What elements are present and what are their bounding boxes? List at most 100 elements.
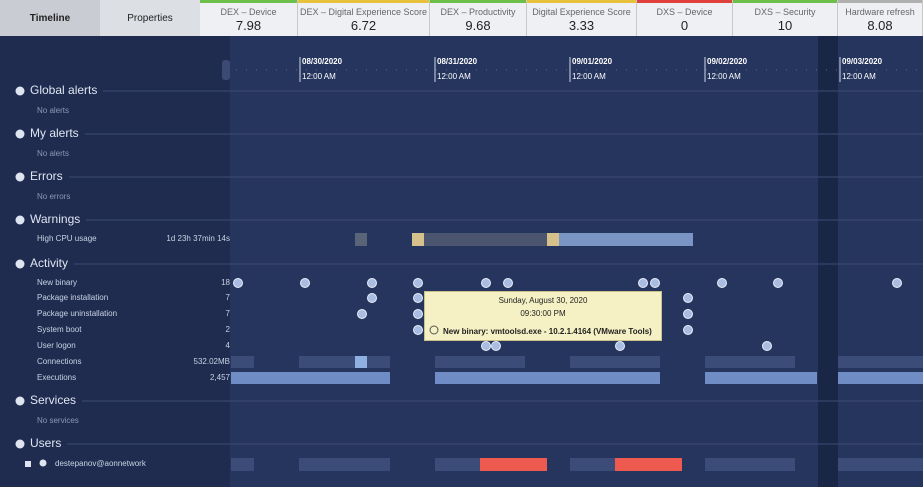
section-icon xyxy=(15,129,25,139)
status-bar xyxy=(838,0,922,3)
metric-value: 6.72 xyxy=(350,18,377,33)
event-dot xyxy=(413,278,423,288)
row-label: destepanov@aonnetwork xyxy=(55,459,146,468)
timeline-bar xyxy=(435,356,525,368)
section-title: Users xyxy=(30,436,62,450)
section-title: Errors xyxy=(30,169,63,183)
timeline-bar xyxy=(299,356,390,368)
empty-note: No errors xyxy=(37,192,71,201)
tooltip-time: 09:30:00 PM xyxy=(520,309,566,318)
timeline-bar xyxy=(355,233,367,246)
event-dot xyxy=(367,293,377,303)
timeline-bar xyxy=(355,356,367,368)
row-value: 2 xyxy=(225,325,230,334)
event-dot xyxy=(762,341,772,351)
timeline-bar xyxy=(838,356,923,368)
empty-note: No alerts xyxy=(37,149,70,158)
tooltip-text: New binary: vmtoolsd.exe - 10.2.1.4164 (… xyxy=(443,327,652,336)
time-label: 12:00 AM xyxy=(302,72,336,81)
date-label: 09/01/2020 xyxy=(572,57,613,66)
timeline-bar xyxy=(231,356,254,368)
event-dot xyxy=(413,325,423,335)
time-label: 12:00 AM xyxy=(437,72,471,81)
metric-card[interactable]: DEX – Device 7.98 xyxy=(200,0,298,36)
event-dot xyxy=(683,325,693,335)
row-label: User logon xyxy=(37,341,76,350)
event-dot xyxy=(481,278,491,288)
section-title: Global alerts xyxy=(30,83,98,97)
time-label: 12:00 AM xyxy=(842,72,876,81)
row-label: Connections xyxy=(37,357,82,366)
section-icon xyxy=(15,439,25,449)
event-dot xyxy=(892,278,902,288)
timeline-bar xyxy=(231,458,254,471)
timeline-bar xyxy=(480,458,547,471)
section-title: Activity xyxy=(30,256,69,270)
event-dot xyxy=(367,278,377,288)
date-label: 08/30/2020 xyxy=(302,57,343,66)
row-label: Package installation xyxy=(37,293,109,302)
event-dot xyxy=(615,341,625,351)
timeline-bar xyxy=(838,372,923,384)
metric-label: DEX – Device xyxy=(220,7,277,17)
time-label: 12:00 AM xyxy=(707,72,741,81)
metric-label: Hardware refresh xyxy=(845,7,915,17)
metric-label: DXS – Security xyxy=(754,7,816,17)
metric-card[interactable]: DXS – Security 10 xyxy=(733,0,838,36)
empty-note: No services xyxy=(37,416,79,425)
timeline-bar xyxy=(705,372,817,384)
timeline-bar xyxy=(570,356,660,368)
event-dot xyxy=(683,293,693,303)
section-title: Warnings xyxy=(30,212,81,226)
metric-card[interactable]: Hardware refresh 8.08 xyxy=(838,0,923,36)
event-dot xyxy=(717,278,727,288)
section-icon xyxy=(15,215,25,225)
scroll-handle xyxy=(222,60,230,80)
metric-card[interactable]: Digital Experience Score 3.33 xyxy=(527,0,637,36)
date-label: 09/03/2020 xyxy=(842,57,883,66)
tab[interactable]: Timeline xyxy=(0,0,101,36)
timeline-bar xyxy=(424,233,547,246)
metric-label: DXS – Device xyxy=(656,7,713,17)
metric-label: DEX – Digital Experience Score xyxy=(299,7,428,17)
timeline-bar xyxy=(412,233,424,246)
status-bar xyxy=(527,0,636,3)
status-bar xyxy=(298,0,429,3)
empty-note: No alerts xyxy=(37,106,70,115)
content-area xyxy=(230,36,923,487)
metric-card[interactable]: DEX – Productivity 9.68 xyxy=(430,0,527,36)
section-title: Services xyxy=(30,393,77,407)
metric-card[interactable]: DEX – Digital Experience Score 6.72 xyxy=(298,0,430,36)
metric-value: 10 xyxy=(777,18,793,33)
section-icon xyxy=(15,396,25,406)
metric-value: 8.08 xyxy=(867,18,893,33)
event-dot xyxy=(503,278,513,288)
metric-card[interactable]: DXS – Device 0 xyxy=(637,0,733,36)
metric-value: 9.68 xyxy=(465,18,491,33)
section-icon xyxy=(15,86,25,96)
event-dot xyxy=(300,278,310,288)
section-icon xyxy=(15,172,25,182)
row-value: 7 xyxy=(225,309,230,318)
user-icon xyxy=(39,459,47,467)
row-label: System boot xyxy=(37,325,82,334)
timeline-bar xyxy=(547,233,559,246)
event-dot xyxy=(683,309,693,319)
timeline-bar xyxy=(299,458,390,471)
section-title: My alerts xyxy=(30,126,79,140)
tab[interactable]: Properties xyxy=(100,0,201,36)
status-bar xyxy=(430,0,526,3)
metric-label: DEX – Productivity xyxy=(440,7,516,17)
metric-label: Digital Experience Score xyxy=(532,7,631,17)
timeline-bar xyxy=(559,233,693,246)
metric-value: 7.98 xyxy=(235,18,262,33)
info-icon xyxy=(429,325,439,335)
row-value: 2,457 xyxy=(209,373,230,382)
timeline-bar xyxy=(838,458,923,471)
row-label: New binary xyxy=(37,278,78,287)
row-value: 1d 23h 37min 14s xyxy=(166,234,230,243)
section-icon xyxy=(15,259,25,269)
night-band xyxy=(818,36,838,487)
